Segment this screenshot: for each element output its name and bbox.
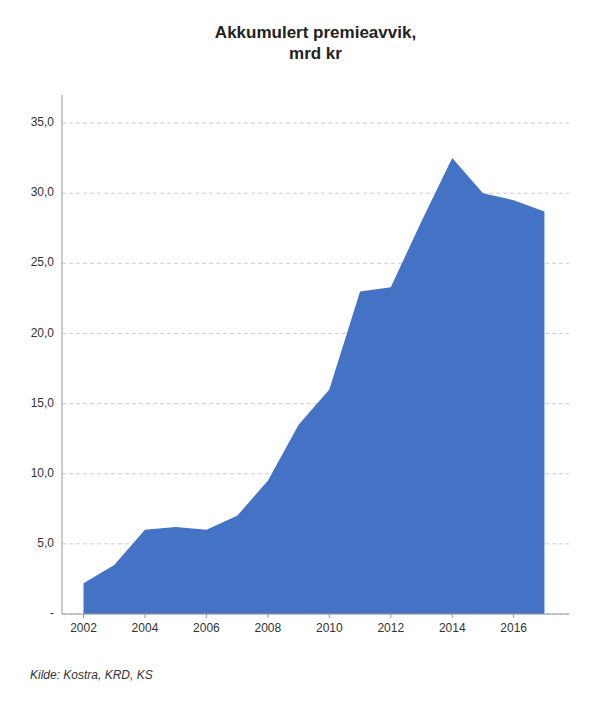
title: Akkumulert premieavvik, mrd kr [215, 23, 416, 63]
y-axis-line [62, 95, 63, 614]
y-tick-label: 15,0 [31, 396, 55, 410]
title-line: mrd kr [289, 44, 342, 63]
y-tick-label: 35,0 [31, 115, 55, 129]
title-line: Akkumulert premieavvik, [215, 23, 416, 42]
plot-area [84, 158, 545, 614]
x-tick [329, 614, 330, 618]
x-tick [83, 614, 84, 618]
y-tick-label: 25,0 [31, 255, 55, 269]
x-tick-label: 2012 [377, 621, 404, 635]
chart: - 5,0 10,0 15,0 20,0 25,0 30,0 35,0 2002 2004 2006… [0, 0, 591, 709]
source: Kilde: Kostra, KRD, KS [30, 668, 153, 682]
grid-line [62, 123, 569, 124]
x-tick [206, 614, 207, 618]
y-tick-label: 20,0 [31, 326, 55, 340]
x-tick [390, 614, 391, 618]
x-tick-label: 2008 [255, 621, 282, 635]
area [84, 158, 545, 614]
x-tick-label: 2002 [70, 621, 97, 635]
x-axis-line [62, 614, 569, 615]
x-tick [513, 614, 514, 618]
y-tick-label: 30,0 [31, 185, 55, 199]
y-tick-label: - [50, 606, 54, 620]
x-tick-label: 2006 [193, 621, 220, 635]
grid-line [62, 614, 569, 615]
grid-line [62, 193, 569, 194]
x-tick [452, 614, 453, 618]
x-tick [144, 614, 145, 618]
grid [62, 123, 569, 614]
x-tick-label: 2014 [439, 621, 466, 635]
x-tick [267, 614, 268, 618]
x-tick-label: 2010 [316, 621, 343, 635]
y-tick-label: 10,0 [31, 466, 55, 480]
y-tick-label: 5,0 [37, 536, 54, 550]
x-tick-label: 2016 [500, 621, 527, 635]
x-tick-label: 2004 [132, 621, 159, 635]
